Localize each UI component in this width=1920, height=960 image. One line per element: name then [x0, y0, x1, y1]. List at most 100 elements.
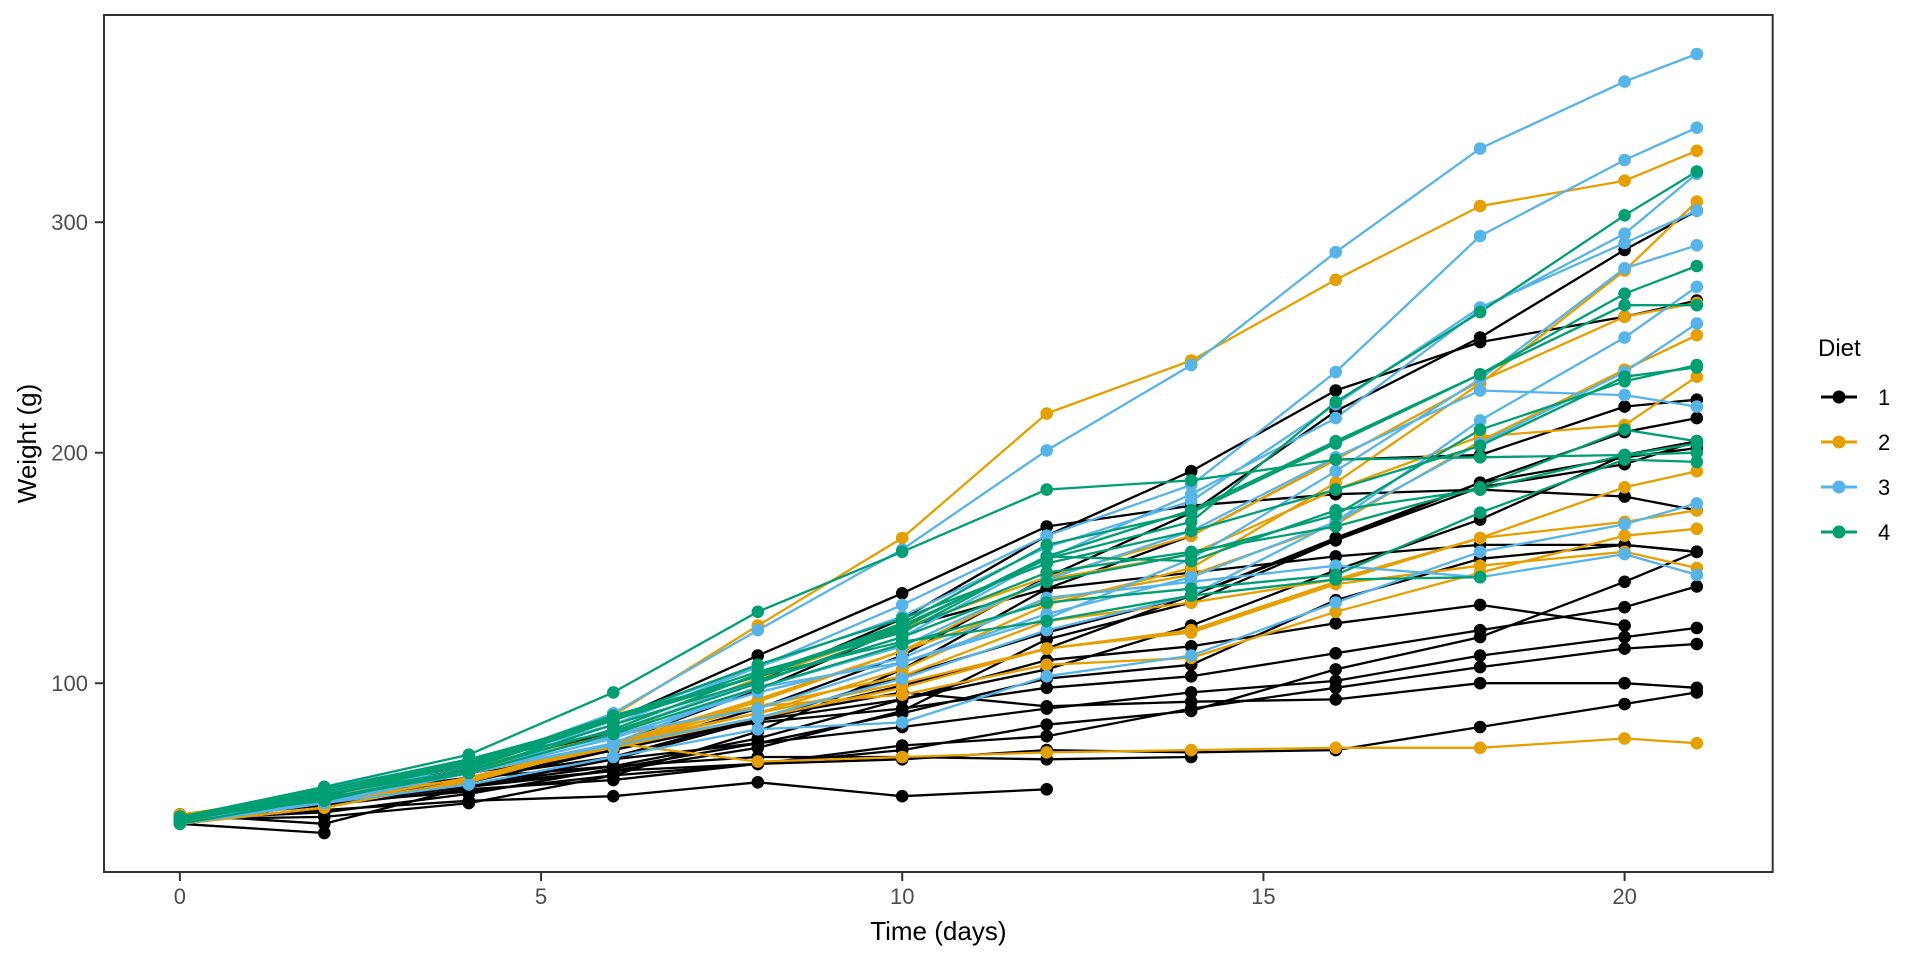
series-point — [607, 736, 620, 750]
y-tick-label: 300 — [51, 210, 88, 235]
series-line — [179, 304, 1697, 821]
series-point — [1329, 663, 1342, 676]
series-point — [1329, 617, 1342, 630]
series-point — [1184, 686, 1198, 699]
legend-entry-diet-3: 3 — [1821, 475, 1890, 500]
series-point — [1690, 455, 1704, 469]
series-point — [1618, 287, 1631, 301]
series-point — [1690, 298, 1704, 312]
series-point — [607, 750, 620, 764]
series-point — [1329, 384, 1342, 397]
series-point — [1618, 153, 1631, 167]
series-point — [1184, 474, 1198, 487]
x-tick-label: 15 — [1251, 884, 1275, 909]
series-point — [1329, 596, 1342, 609]
series-point — [1690, 204, 1704, 217]
series-point — [895, 626, 909, 639]
series-point — [1473, 660, 1487, 674]
x-tick-label: 20 — [1612, 884, 1636, 909]
x-tick-label: 5 — [535, 884, 547, 909]
series-point — [1040, 596, 1053, 609]
series-point — [1329, 273, 1342, 287]
series-point — [1618, 227, 1631, 240]
legend-entry-diet-1: 1 — [1821, 385, 1890, 410]
series-point — [1618, 697, 1631, 711]
series-point — [1690, 580, 1704, 593]
series-point — [1690, 239, 1704, 252]
series-point — [895, 656, 909, 669]
series-point — [1329, 681, 1342, 695]
series-line — [179, 126, 1698, 821]
series-point — [895, 598, 909, 612]
series-point — [1040, 702, 1053, 715]
series-point — [895, 612, 909, 625]
series-point — [1040, 529, 1053, 542]
series-point — [1329, 520, 1342, 533]
series-point — [1690, 328, 1704, 342]
series-point — [1690, 259, 1704, 273]
series-point — [751, 605, 765, 619]
series-point — [1618, 370, 1631, 384]
series-point — [1473, 630, 1487, 644]
series-point — [607, 723, 620, 736]
series-point — [1618, 310, 1631, 324]
series-point — [1473, 506, 1487, 519]
legend-entry-diet-2: 2 — [1821, 430, 1890, 455]
series-line — [179, 363, 1698, 823]
series-point — [1473, 305, 1487, 319]
series-point — [751, 776, 765, 789]
series-point — [607, 686, 620, 699]
series-point — [1618, 732, 1631, 745]
series-line — [179, 285, 1698, 819]
series-line — [179, 451, 1697, 819]
series-point — [1690, 497, 1704, 510]
series-point — [1184, 487, 1198, 501]
series-point — [1618, 331, 1631, 344]
series-point — [1329, 741, 1342, 755]
series-point — [1040, 670, 1053, 683]
series-point — [1329, 508, 1342, 522]
series-point — [1473, 451, 1487, 464]
series-point — [1184, 640, 1198, 653]
series-point — [1690, 637, 1704, 651]
series-point — [1618, 262, 1631, 275]
series-point — [1690, 736, 1704, 750]
series-point — [1473, 384, 1487, 397]
series-point — [1184, 626, 1198, 639]
series-point — [895, 750, 909, 764]
series-point — [1329, 453, 1342, 466]
series-point — [1184, 504, 1198, 517]
series-point — [1473, 335, 1487, 349]
series-point — [1690, 522, 1704, 536]
series-point — [1473, 481, 1487, 494]
series-point — [1618, 642, 1631, 655]
series-point — [1618, 529, 1631, 542]
series-point — [1618, 298, 1631, 312]
series-line — [179, 550, 1698, 819]
x-tick-label: 10 — [890, 884, 914, 909]
series-line — [179, 170, 1698, 825]
series-point — [1184, 702, 1198, 715]
series-point — [1690, 144, 1704, 158]
series-point — [1473, 229, 1487, 243]
series-point — [1040, 520, 1053, 533]
series-point — [1040, 623, 1053, 637]
series-point — [318, 783, 331, 796]
series-point — [1040, 718, 1053, 731]
series-line — [179, 458, 1697, 821]
panel-border — [103, 14, 1774, 873]
legend-key-dot — [1832, 525, 1846, 539]
series-point — [1473, 570, 1487, 584]
series-point — [751, 649, 765, 662]
series-line — [179, 502, 1698, 821]
y-tick-label: 200 — [51, 441, 88, 466]
series-point — [1040, 729, 1053, 743]
series-point — [1690, 280, 1704, 294]
series-point — [1329, 395, 1342, 409]
series-point — [462, 778, 476, 791]
series-point — [1473, 199, 1487, 213]
legend: Diet 1 2 3 4 — [1818, 335, 1890, 545]
series-point — [1473, 598, 1487, 612]
